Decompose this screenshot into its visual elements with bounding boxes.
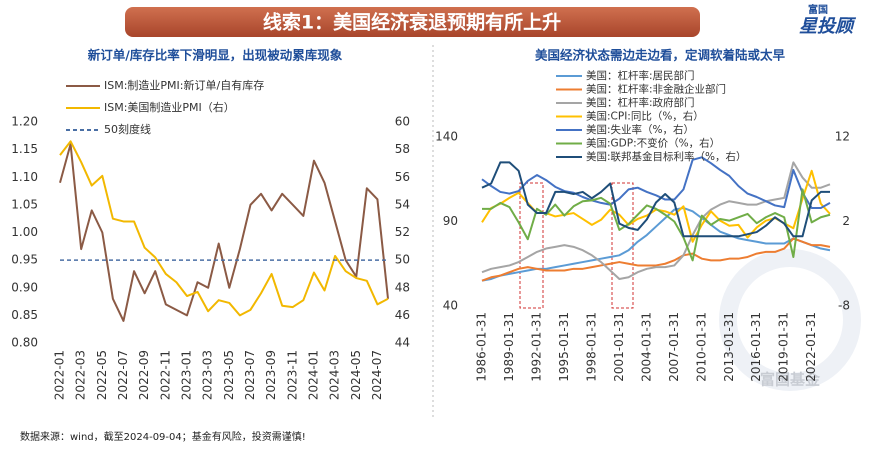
x-tick-label: 2024-07 xyxy=(370,350,384,400)
x-tick-label: 2023-11 xyxy=(285,350,299,400)
y-tick-label: 1.20 xyxy=(11,115,38,129)
y-tick-label: 0.85 xyxy=(11,308,38,322)
x-tick-label: 2024-05 xyxy=(349,350,363,400)
x-tick-label: 2001-01-31 xyxy=(612,312,626,382)
y-tick-label: 0.80 xyxy=(11,336,38,350)
y-tick-label: 1.10 xyxy=(11,170,38,184)
y2-tick-label: 60 xyxy=(395,115,410,129)
y2-tick-label: 12 xyxy=(835,130,850,144)
y2-tick-label: 54 xyxy=(395,197,410,211)
x-tick-label: 2007-01-31 xyxy=(667,312,681,382)
legend-label: 美国：杠杆率:居民部门 xyxy=(586,69,695,82)
watermark-logo xyxy=(719,249,861,391)
x-tick-label: 2023-05 xyxy=(222,350,236,400)
x-tick-label: 2016-01-31 xyxy=(749,312,763,382)
series-line xyxy=(481,161,831,280)
x-tick-label: 2022-01 xyxy=(53,350,67,400)
y2-tick-label: 2 xyxy=(842,214,850,228)
y2-tick-label: 56 xyxy=(395,170,410,184)
y2-tick-label: 58 xyxy=(395,142,410,156)
recession-box xyxy=(611,182,634,309)
x-tick-label: 2022-09 xyxy=(137,350,151,400)
header-banner xyxy=(125,7,700,37)
chart-title: 新订单/库存比率下滑明显，出现被动累库现象 xyxy=(88,48,343,63)
recession-box xyxy=(519,182,544,309)
watermark: 富国基金 xyxy=(760,371,821,389)
x-tick-label: 1998-01-31 xyxy=(584,312,598,382)
y-tick-label: 90 xyxy=(443,214,458,228)
y2-tick-label: 44 xyxy=(395,336,410,350)
series-line xyxy=(481,156,831,209)
legend-label: ISM:制造业PMI:新订单/自有库存 xyxy=(104,78,264,92)
x-tick-label: 2013-01-31 xyxy=(722,312,736,382)
x-tick-label: 1995-01-31 xyxy=(557,312,571,382)
legend-label: 美国：杠杆率:政府部门 xyxy=(586,96,695,109)
y-tick-label: 0.95 xyxy=(11,253,38,267)
header-title: 线索1：美国经济衰退预期有所上升 xyxy=(263,11,561,34)
legend-label: 美国：杠杆率:非金融企业部门 xyxy=(586,83,726,96)
y2-tick-label: 50 xyxy=(395,253,410,267)
y-tick-label: 1.15 xyxy=(11,142,38,156)
y2-tick-label: -8 xyxy=(838,299,850,313)
x-tick-label: 2023-03 xyxy=(201,350,215,400)
x-tick-label: 2022-11 xyxy=(158,350,172,400)
chart-title: 美国经济状态需边走边看，定调软着陆或太早 xyxy=(535,48,786,63)
footer: 数据来源：wind，截至2024-09-04；基金有风险，投资需谨慎! xyxy=(20,430,306,443)
series-line xyxy=(59,140,389,317)
x-tick-label: 2022-01-31 xyxy=(804,312,818,382)
x-tick-label: 1986-01-31 xyxy=(475,312,489,382)
y-tick-label: 0.90 xyxy=(11,280,38,294)
x-tick-label: 2023-07 xyxy=(243,350,257,400)
legend-label: 美国:GDP:不变价（%，右） xyxy=(586,137,720,150)
y-tick-label: 1.05 xyxy=(11,197,38,211)
legend-label: 美国:CPI:同比（%，右） xyxy=(586,110,704,123)
y-tick-label: 140 xyxy=(435,130,458,144)
y-tick-label: 1.00 xyxy=(11,225,38,239)
x-tick-label: 2022-05 xyxy=(95,350,109,400)
x-tick-label: 1992-01-31 xyxy=(529,312,543,382)
x-tick-label: 2022-07 xyxy=(116,350,130,400)
x-tick-label: 2010-01-31 xyxy=(694,312,708,382)
x-tick-label: 2023-09 xyxy=(264,350,278,400)
series-line xyxy=(481,237,831,282)
x-tick-label: 2004-01-31 xyxy=(639,312,653,382)
legend-label: 美国:失业率（%，右） xyxy=(586,123,694,136)
y2-tick-label: 48 xyxy=(395,280,410,294)
legend-label: 美国:联邦基金目标利率（%，右） xyxy=(586,150,747,163)
series-line xyxy=(481,161,830,238)
x-tick-label: 2024-03 xyxy=(328,350,342,400)
logo-big: 星投顾 xyxy=(799,16,857,37)
y2-tick-label: 52 xyxy=(395,225,410,239)
x-tick-label: 2019-01-31 xyxy=(777,312,791,382)
legend-label: 50刻度线 xyxy=(104,122,151,136)
x-tick-label: 2023-01 xyxy=(179,350,193,400)
legend-label: ISM:美国制造业PMI（右） xyxy=(104,100,235,114)
y-tick-label: 40 xyxy=(443,299,458,313)
series-line xyxy=(482,188,831,262)
y2-tick-label: 46 xyxy=(395,308,410,322)
x-tick-label: 2022-03 xyxy=(74,350,88,400)
logo-small: 富国 xyxy=(808,3,828,16)
series-line xyxy=(59,143,389,322)
x-tick-label: 1989-01-31 xyxy=(502,312,516,382)
x-tick-label: 2024-01 xyxy=(306,350,320,400)
